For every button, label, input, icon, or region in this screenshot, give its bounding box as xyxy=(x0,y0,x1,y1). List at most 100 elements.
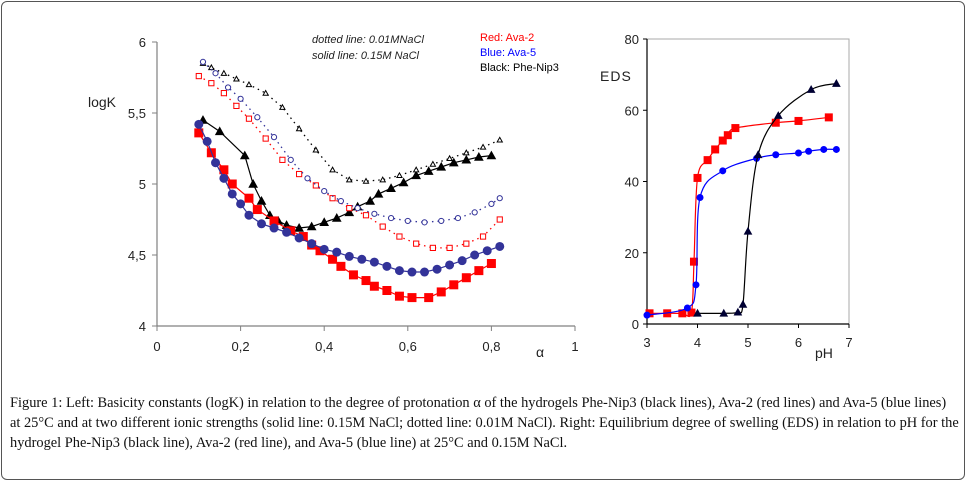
left-series-5 xyxy=(199,58,503,226)
left-series-3 xyxy=(199,59,504,184)
data-point xyxy=(687,308,696,317)
data-point xyxy=(346,205,353,212)
data-point xyxy=(227,189,237,199)
data-point xyxy=(348,270,358,280)
data-point xyxy=(319,244,329,254)
right-ytick-label: 20 xyxy=(625,246,639,261)
data-point xyxy=(723,131,732,140)
data-point xyxy=(282,227,292,237)
data-point xyxy=(233,102,240,110)
data-point xyxy=(373,188,384,198)
data-point xyxy=(331,213,342,222)
data-point xyxy=(232,75,240,82)
legend-red: Red: Ava-2 xyxy=(480,32,534,44)
data-point xyxy=(256,196,267,205)
data-point xyxy=(332,247,342,257)
data-point xyxy=(279,156,286,163)
data-point xyxy=(219,173,229,183)
caption-text: Left: Basicity constants (logK) in relat… xyxy=(10,395,959,451)
data-point xyxy=(832,79,841,87)
left-ytick-label: 6 xyxy=(139,35,146,50)
right-ylabel: EDS xyxy=(600,68,632,84)
data-point xyxy=(461,273,471,283)
data-point xyxy=(262,89,270,96)
data-point xyxy=(486,259,496,269)
data-point xyxy=(287,156,294,163)
data-point xyxy=(693,308,702,317)
data-point xyxy=(495,241,505,251)
data-point xyxy=(772,151,780,159)
left-xtick-label: 1 xyxy=(571,339,578,354)
left-series-0 xyxy=(198,115,497,232)
data-point xyxy=(486,150,497,160)
data-point xyxy=(319,217,330,227)
data-point xyxy=(692,281,700,289)
data-point xyxy=(738,299,748,308)
data-point xyxy=(445,260,455,270)
data-point xyxy=(296,170,303,178)
data-point xyxy=(436,161,447,171)
right-chart: 0 20 40 60 80 3 4 5 6 7 EDS pH xyxy=(600,32,853,361)
left-xtick-label: 0,8 xyxy=(482,339,500,354)
left-xtick-label: 0,4 xyxy=(315,339,333,354)
data-point xyxy=(457,256,467,266)
left-series-line xyxy=(198,124,500,273)
left-xlabel: α xyxy=(536,344,544,360)
data-point xyxy=(420,267,430,277)
data-point xyxy=(470,250,480,260)
data-point xyxy=(369,257,379,267)
data-point xyxy=(461,154,472,164)
data-point xyxy=(195,72,202,80)
data-point xyxy=(719,167,727,175)
data-point xyxy=(407,267,417,277)
right-series-1 xyxy=(643,145,840,319)
data-point xyxy=(794,116,803,125)
figure-charts: 4 4,5 5 5,5 6 0 0,2 0,4 0,6 0,8 1 logK α dotted l… xyxy=(88,32,853,361)
data-point xyxy=(362,212,370,219)
left-ytick-label: 5,5 xyxy=(128,106,146,121)
data-point xyxy=(199,58,207,65)
data-point xyxy=(824,113,833,122)
data-point xyxy=(496,216,503,223)
data-point xyxy=(806,85,816,93)
data-point xyxy=(362,177,370,184)
data-point xyxy=(421,219,428,226)
left-series-4 xyxy=(195,72,503,252)
data-point xyxy=(245,80,253,88)
data-point xyxy=(307,239,317,249)
data-point xyxy=(394,266,404,276)
data-point xyxy=(693,173,702,182)
left-ytick-label: 5 xyxy=(139,177,146,192)
data-point xyxy=(429,160,437,167)
legend-black: Black: Phe-Nip3 xyxy=(480,62,559,74)
data-point xyxy=(270,134,278,141)
data-point xyxy=(496,136,504,143)
data-point xyxy=(252,205,262,215)
annotation-dotted: dotted line: 0.01MNaCl xyxy=(312,34,424,46)
data-point xyxy=(328,254,338,264)
data-point xyxy=(269,223,279,233)
data-point xyxy=(211,158,221,168)
data-point xyxy=(496,195,503,202)
right-series-line xyxy=(649,116,829,318)
data-point xyxy=(245,115,253,122)
data-point xyxy=(743,226,753,235)
data-point xyxy=(202,136,212,146)
data-point xyxy=(382,261,392,271)
data-point xyxy=(423,166,434,175)
data-point xyxy=(462,149,470,156)
right-series-2 xyxy=(693,79,841,317)
data-point xyxy=(295,124,303,132)
data-point xyxy=(357,254,367,264)
data-point xyxy=(404,217,411,225)
data-point xyxy=(446,244,453,252)
data-point xyxy=(820,145,828,153)
left-ytick-label: 4,5 xyxy=(128,248,146,263)
data-point xyxy=(254,114,261,121)
data-point xyxy=(448,157,459,167)
data-point xyxy=(337,197,345,205)
data-point xyxy=(718,136,727,145)
left-xtick-label: 0,2 xyxy=(232,339,250,354)
data-point xyxy=(208,80,215,87)
right-series-line xyxy=(646,148,837,316)
